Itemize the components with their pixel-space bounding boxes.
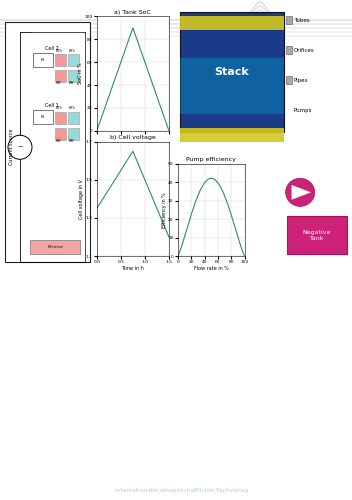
Text: $R_{Ch}$: $R_{Ch}$: [55, 104, 63, 112]
Text: of Vanadium Redox Flow Batteries: of Vanadium Redox Flow Batteries: [22, 374, 318, 389]
X-axis label: Flow rate in %: Flow rate in %: [194, 266, 229, 270]
Text: $R_{Ch}$: $R_{Ch}$: [55, 47, 63, 54]
X-axis label: Time in h: Time in h: [121, 266, 144, 270]
Text: Pipes: Pipes: [294, 78, 308, 82]
FancyBboxPatch shape: [287, 216, 347, 254]
Text: Cell 2: Cell 2: [45, 46, 59, 51]
Y-axis label: SoC in %: SoC in %: [78, 63, 83, 84]
FancyBboxPatch shape: [33, 53, 53, 67]
Text: Tubes: Tubes: [294, 18, 309, 22]
Text: $R_{External}$: $R_{External}$: [46, 244, 63, 252]
FancyBboxPatch shape: [180, 128, 284, 142]
FancyBboxPatch shape: [55, 112, 66, 124]
FancyBboxPatch shape: [30, 240, 80, 254]
Title: b) Cell voltage: b) Cell voltage: [110, 135, 156, 140]
Text: Stack: Stack: [214, 67, 249, 77]
Text: Orifices: Orifices: [294, 48, 315, 52]
FancyBboxPatch shape: [33, 110, 53, 124]
FancyBboxPatch shape: [285, 46, 292, 54]
Text: $R_c$: $R_c$: [40, 56, 46, 64]
Text: Internationaler wissenschaftlicher Fachverlag: Internationaler wissenschaftlicher Fachv…: [115, 488, 248, 494]
Text: Model-based Design and Optimization: Model-based Design and Optimization: [22, 342, 348, 357]
Text: $R_{M}$: $R_{M}$: [55, 79, 62, 87]
Text: ~: ~: [17, 144, 23, 150]
FancyBboxPatch shape: [68, 128, 79, 140]
Y-axis label: Cell voltage in V: Cell voltage in V: [79, 179, 84, 219]
FancyBboxPatch shape: [285, 76, 292, 84]
FancyBboxPatch shape: [55, 70, 66, 82]
FancyBboxPatch shape: [55, 128, 66, 140]
Text: $R_{Ch}$: $R_{Ch}$: [68, 47, 76, 54]
FancyBboxPatch shape: [55, 54, 66, 66]
FancyBboxPatch shape: [68, 54, 79, 66]
Title: Pump efficiency: Pump efficiency: [186, 156, 236, 162]
Text: Negative
Tank: Negative Tank: [303, 230, 331, 241]
Text: Pumps: Pumps: [294, 108, 313, 112]
FancyBboxPatch shape: [180, 58, 284, 114]
Text: Cuvillier Verlag Göttingen: Cuvillier Verlag Göttingen: [115, 470, 250, 480]
Circle shape: [285, 178, 315, 206]
Title: a) Tank SoC: a) Tank SoC: [114, 10, 151, 14]
Text: $R_{Ch}$: $R_{Ch}$: [68, 104, 76, 112]
Text: $R_c$: $R_c$: [40, 114, 46, 121]
Y-axis label: Efficiency in %: Efficiency in %: [162, 192, 166, 228]
Text: $R_{M}$: $R_{M}$: [68, 79, 75, 87]
Text: Current source: Current source: [10, 129, 14, 166]
Text: $R_{M}$: $R_{M}$: [55, 138, 62, 145]
Text: Sebastian König: Sebastian König: [22, 296, 117, 308]
Text: Cell 1: Cell 1: [45, 103, 59, 108]
Text: $R_{M}$: $R_{M}$: [68, 138, 75, 145]
Polygon shape: [292, 186, 310, 200]
FancyBboxPatch shape: [68, 70, 79, 82]
FancyBboxPatch shape: [180, 12, 284, 132]
FancyBboxPatch shape: [68, 112, 79, 124]
FancyBboxPatch shape: [285, 16, 292, 24]
FancyBboxPatch shape: [180, 16, 284, 30]
FancyBboxPatch shape: [5, 22, 90, 262]
